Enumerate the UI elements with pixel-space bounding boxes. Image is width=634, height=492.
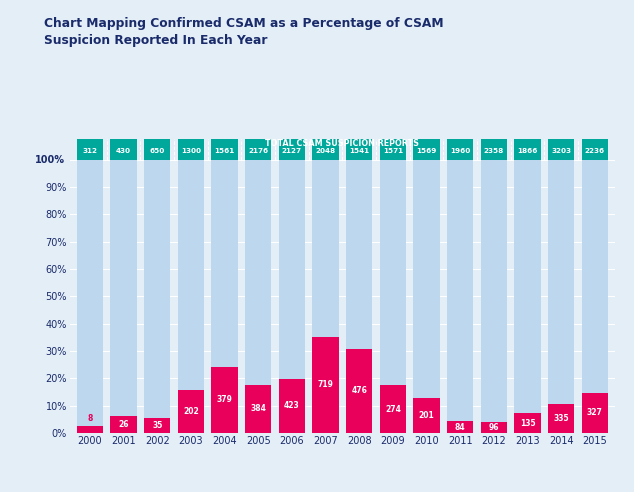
Text: 100%: 100% — [35, 154, 65, 165]
Text: 274: 274 — [385, 404, 401, 414]
Text: 1569: 1569 — [417, 148, 437, 154]
Text: 1960: 1960 — [450, 148, 470, 154]
Text: 379: 379 — [217, 395, 233, 404]
Text: 384: 384 — [250, 404, 266, 413]
Bar — [313, 139, 339, 159]
Bar — [178, 391, 204, 433]
Text: 3203: 3203 — [551, 148, 571, 154]
Text: 1541: 1541 — [349, 148, 369, 154]
Text: 1561: 1561 — [214, 148, 235, 154]
Bar — [77, 139, 103, 159]
Bar — [548, 159, 574, 404]
Text: 201: 201 — [418, 411, 434, 420]
Text: 650: 650 — [150, 148, 165, 154]
Bar — [346, 348, 372, 433]
Text: 312: 312 — [82, 148, 98, 154]
Bar — [548, 139, 574, 159]
Text: 2176: 2176 — [248, 148, 268, 154]
Bar — [447, 421, 474, 433]
Text: 423: 423 — [284, 401, 300, 410]
Bar — [581, 393, 608, 433]
Bar — [211, 159, 238, 367]
Bar — [211, 367, 238, 433]
Text: 2127: 2127 — [282, 148, 302, 154]
Bar — [245, 385, 271, 433]
Bar — [346, 139, 372, 159]
Text: 2236: 2236 — [585, 148, 605, 154]
Bar — [144, 139, 171, 159]
Bar — [447, 139, 474, 159]
Text: 1571: 1571 — [383, 148, 403, 154]
Text: TOTAL CSAM SUSPICION REPORTS: TOTAL CSAM SUSPICION REPORTS — [266, 139, 419, 148]
Bar — [481, 139, 507, 159]
Text: 335: 335 — [553, 414, 569, 423]
Bar — [110, 139, 137, 159]
Bar — [548, 404, 574, 433]
Bar — [447, 159, 474, 421]
Bar — [178, 139, 204, 159]
Text: 430: 430 — [116, 148, 131, 154]
Bar — [144, 159, 171, 418]
Bar — [110, 416, 137, 433]
Bar — [144, 418, 171, 433]
Text: 327: 327 — [587, 408, 603, 418]
Bar — [77, 426, 103, 433]
Text: 2358: 2358 — [484, 148, 504, 154]
Bar — [178, 159, 204, 391]
Bar — [481, 422, 507, 433]
Bar — [380, 139, 406, 159]
Text: 1866: 1866 — [517, 148, 538, 154]
Bar — [245, 139, 271, 159]
Bar — [110, 159, 137, 416]
Bar — [514, 413, 541, 433]
Text: 476: 476 — [351, 386, 367, 395]
Text: 84: 84 — [455, 423, 465, 431]
Bar — [481, 159, 507, 422]
Bar — [313, 337, 339, 433]
Bar — [514, 139, 541, 159]
Bar — [413, 159, 439, 398]
Bar — [245, 159, 271, 385]
Bar — [313, 159, 339, 337]
Text: 96: 96 — [489, 423, 499, 432]
Bar — [413, 398, 439, 433]
Bar — [279, 159, 305, 379]
Bar — [581, 159, 608, 393]
Text: 135: 135 — [520, 419, 535, 428]
Text: Chart Mapping Confirmed CSAM as a Percentage of CSAM: Chart Mapping Confirmed CSAM as a Percen… — [44, 17, 444, 30]
Bar — [514, 159, 541, 413]
Bar — [279, 139, 305, 159]
Bar — [279, 379, 305, 433]
Bar — [380, 159, 406, 385]
Text: 8: 8 — [87, 414, 93, 423]
Bar — [346, 159, 372, 348]
Text: 1300: 1300 — [181, 148, 201, 154]
Bar — [380, 385, 406, 433]
Text: 719: 719 — [318, 380, 333, 390]
Text: Suspicion Reported In Each Year: Suspicion Reported In Each Year — [44, 34, 268, 47]
Bar — [413, 139, 439, 159]
Bar — [211, 139, 238, 159]
Text: 35: 35 — [152, 421, 162, 430]
Text: 202: 202 — [183, 407, 199, 416]
Bar — [77, 159, 103, 426]
Text: 2048: 2048 — [316, 148, 335, 154]
Text: 26: 26 — [119, 420, 129, 429]
Bar — [581, 139, 608, 159]
